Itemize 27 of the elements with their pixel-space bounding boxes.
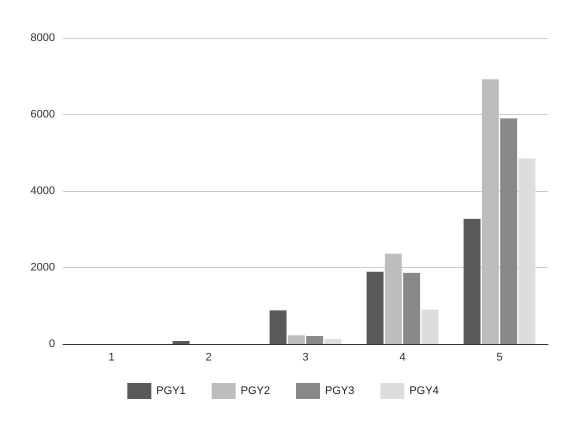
x-tick-label: 2 xyxy=(205,352,212,364)
bar xyxy=(324,339,342,344)
legend-label: PGY3 xyxy=(325,385,354,397)
legend-label: PGY2 xyxy=(240,385,270,397)
y-tick-label: 8000 xyxy=(30,32,55,44)
bar xyxy=(518,158,536,344)
bar xyxy=(384,254,402,344)
x-tick-label: 1 xyxy=(108,352,115,364)
legend-label: PGY1 xyxy=(156,385,186,397)
y-tick-label: 0 xyxy=(48,338,55,350)
bar xyxy=(366,272,384,344)
legend-label: PGY4 xyxy=(409,385,439,397)
bar xyxy=(172,340,190,344)
x-tick-label: 3 xyxy=(302,352,309,364)
bar xyxy=(288,335,305,344)
bar xyxy=(403,272,420,344)
x-tick-label: 5 xyxy=(496,352,503,364)
bar xyxy=(306,336,324,344)
bar xyxy=(500,118,518,344)
y-tick-label: 6000 xyxy=(30,108,55,120)
x-tick-label: 4 xyxy=(399,352,406,364)
bar xyxy=(421,310,438,344)
y-tick-label: 2000 xyxy=(30,262,55,274)
bar xyxy=(482,79,499,344)
bar xyxy=(270,310,287,344)
y-tick-label: 4000 xyxy=(30,185,55,197)
bar xyxy=(464,218,481,344)
